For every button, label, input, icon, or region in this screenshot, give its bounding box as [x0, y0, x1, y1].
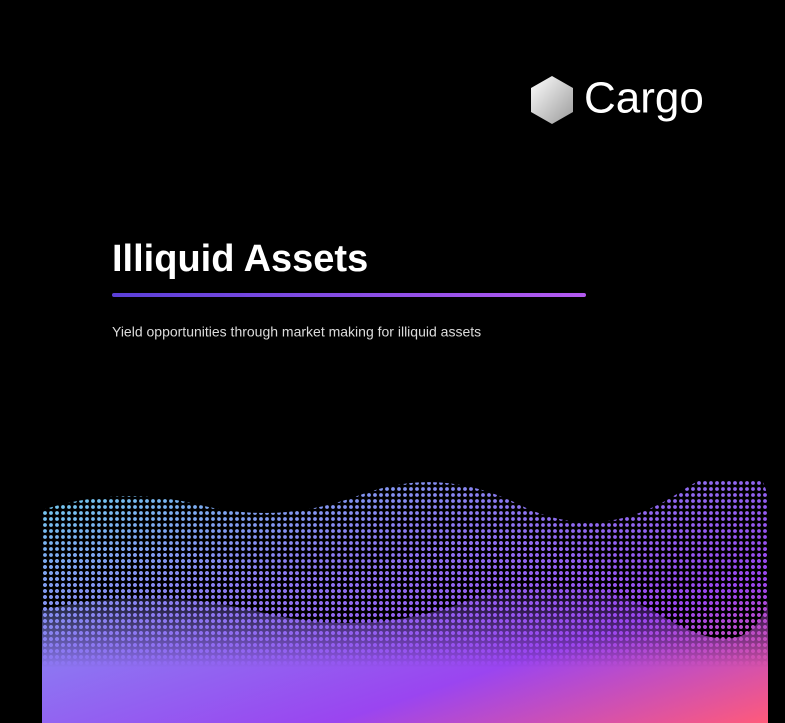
- title-rule: [112, 293, 586, 297]
- cover: Cargo Illiquid Assets Yield opportunitie…: [0, 0, 785, 723]
- brand: Cargo: [584, 74, 704, 123]
- page: Cargo Illiquid Assets Yield opportunitie…: [0, 0, 785, 723]
- wave-graphic: [42, 480, 768, 723]
- subtitle: Yield opportunities through market makin…: [112, 324, 481, 340]
- title: Illiquid Assets: [112, 238, 368, 280]
